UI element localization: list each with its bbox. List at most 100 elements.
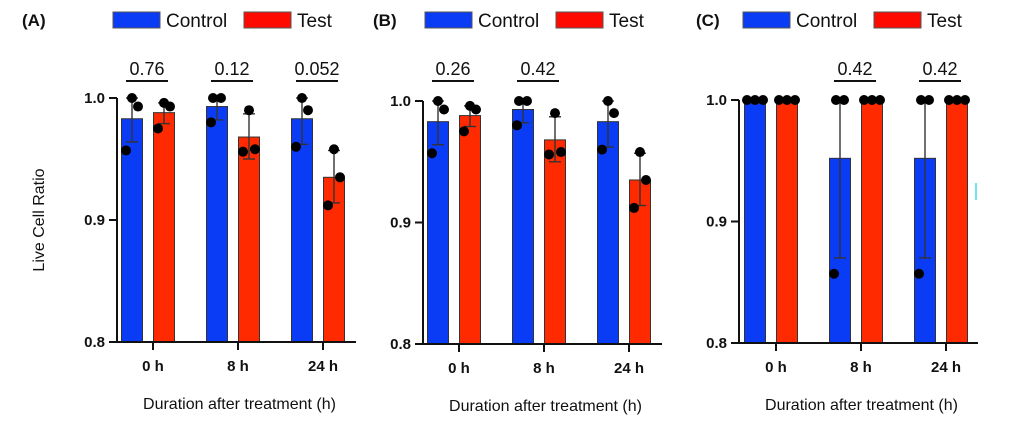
legend-label-control: Control bbox=[796, 11, 857, 32]
data-point bbox=[629, 202, 639, 213]
data-point bbox=[635, 147, 645, 158]
data-point bbox=[297, 93, 307, 103]
bar-control-0h bbox=[744, 99, 766, 344]
legend-swatch-control bbox=[742, 11, 791, 29]
x-tick-label: 8 h bbox=[227, 358, 249, 375]
data-point bbox=[867, 95, 877, 105]
y-tick-label: 0.9 bbox=[390, 215, 411, 232]
legend-swatch-control bbox=[424, 11, 473, 29]
p-value-label: 0.76 bbox=[129, 59, 164, 79]
data-point bbox=[742, 95, 752, 105]
bar-control-8h bbox=[512, 109, 534, 345]
legend-swatch-control bbox=[112, 11, 161, 29]
x-tick-label: 24 h bbox=[308, 358, 338, 375]
x-axis-title: Duration after treatment (h) bbox=[765, 397, 958, 414]
data-point bbox=[758, 95, 768, 105]
p-value-label: 0.12 bbox=[214, 59, 249, 79]
data-point bbox=[829, 268, 839, 279]
x-tick-label: 8 h bbox=[850, 359, 872, 376]
bar-test-0h bbox=[153, 112, 175, 343]
p-value-label: 0.42 bbox=[837, 59, 872, 79]
data-point bbox=[208, 93, 218, 103]
legend-swatch-test bbox=[873, 11, 922, 29]
legend-label-test: Test bbox=[927, 11, 963, 32]
data-point bbox=[433, 96, 443, 106]
legend-label-test: Test bbox=[609, 11, 645, 32]
data-point bbox=[471, 104, 481, 115]
data-point bbox=[839, 95, 849, 105]
data-point bbox=[790, 95, 800, 105]
panel-c: (C) Control Test 0.8 0.9 1.0 0 h 0.42 8 h 0.42 24 … bbox=[696, 11, 978, 414]
data-point bbox=[952, 95, 962, 105]
bar-test-8h bbox=[238, 136, 260, 343]
data-point bbox=[514, 96, 524, 106]
x-tick-label: 0 h bbox=[765, 359, 787, 376]
data-point bbox=[774, 95, 784, 105]
data-point bbox=[522, 96, 532, 106]
y-tick-label: 0.9 bbox=[706, 214, 727, 231]
bar-test-8h bbox=[861, 99, 883, 344]
data-point bbox=[250, 144, 260, 155]
legend-swatch-test bbox=[243, 11, 292, 29]
bar-control-24h bbox=[291, 118, 313, 343]
bar-test-0h bbox=[459, 115, 481, 345]
data-point bbox=[206, 117, 216, 128]
legend-label-control: Control bbox=[478, 11, 539, 32]
y-axis-title: Live Cell Ratio bbox=[31, 168, 48, 271]
data-point bbox=[914, 268, 924, 279]
y-tick-label: 1.0 bbox=[84, 90, 105, 107]
panel-label: (A) bbox=[22, 11, 46, 30]
data-point bbox=[916, 95, 926, 105]
data-point bbox=[459, 126, 469, 137]
y-tick-label: 0.9 bbox=[84, 212, 105, 229]
bar-test-8h bbox=[544, 139, 566, 345]
y-tick-label: 0.8 bbox=[390, 336, 411, 353]
data-point bbox=[556, 147, 566, 158]
legend: Control Test bbox=[424, 11, 645, 32]
data-point bbox=[924, 95, 934, 105]
legend: Control Test bbox=[742, 11, 963, 32]
data-point bbox=[512, 120, 522, 131]
data-point bbox=[238, 146, 248, 157]
x-tick-label: 24 h bbox=[931, 359, 961, 376]
y-tick-label: 0.8 bbox=[84, 334, 105, 351]
panel-a: (A) Control Test 0.8 0.9 1.0 Live Cell Ratio 0.… bbox=[22, 11, 356, 413]
x-axis-title: Duration after treatment (h) bbox=[449, 398, 642, 415]
p-value-label: 0.42 bbox=[520, 59, 555, 79]
data-point bbox=[439, 104, 449, 115]
data-point bbox=[875, 95, 885, 105]
data-point bbox=[121, 145, 131, 156]
y-tick-label: 1.0 bbox=[706, 92, 727, 109]
bar-test-0h bbox=[776, 99, 798, 344]
legend-swatch-test bbox=[555, 11, 604, 29]
data-point bbox=[960, 95, 970, 105]
legend-label-test: Test bbox=[297, 11, 333, 32]
panel-label: (C) bbox=[696, 11, 720, 30]
p-value-label: 0.42 bbox=[922, 59, 957, 79]
panel-label: (B) bbox=[373, 11, 397, 30]
data-point bbox=[153, 123, 163, 134]
data-point bbox=[782, 95, 792, 105]
data-point bbox=[603, 96, 613, 106]
data-point bbox=[335, 172, 345, 183]
data-point bbox=[244, 105, 254, 116]
y-tick-label: 0.8 bbox=[706, 335, 727, 352]
data-point bbox=[165, 101, 175, 112]
data-point bbox=[323, 200, 333, 211]
legend-label-control: Control bbox=[166, 11, 227, 32]
artifact-mark bbox=[975, 183, 977, 200]
data-point bbox=[831, 95, 841, 105]
x-tick-label: 0 h bbox=[142, 358, 164, 375]
data-point bbox=[303, 105, 313, 116]
data-point bbox=[329, 144, 339, 155]
data-point bbox=[859, 95, 869, 105]
y-tick-label: 1.0 bbox=[390, 93, 411, 110]
data-point bbox=[550, 108, 560, 119]
bar-test-24h bbox=[946, 99, 968, 344]
data-point bbox=[750, 95, 760, 105]
data-point bbox=[609, 108, 619, 119]
data-point bbox=[544, 149, 554, 160]
p-value-label: 0.26 bbox=[435, 59, 470, 79]
legend: Control Test bbox=[112, 11, 333, 32]
